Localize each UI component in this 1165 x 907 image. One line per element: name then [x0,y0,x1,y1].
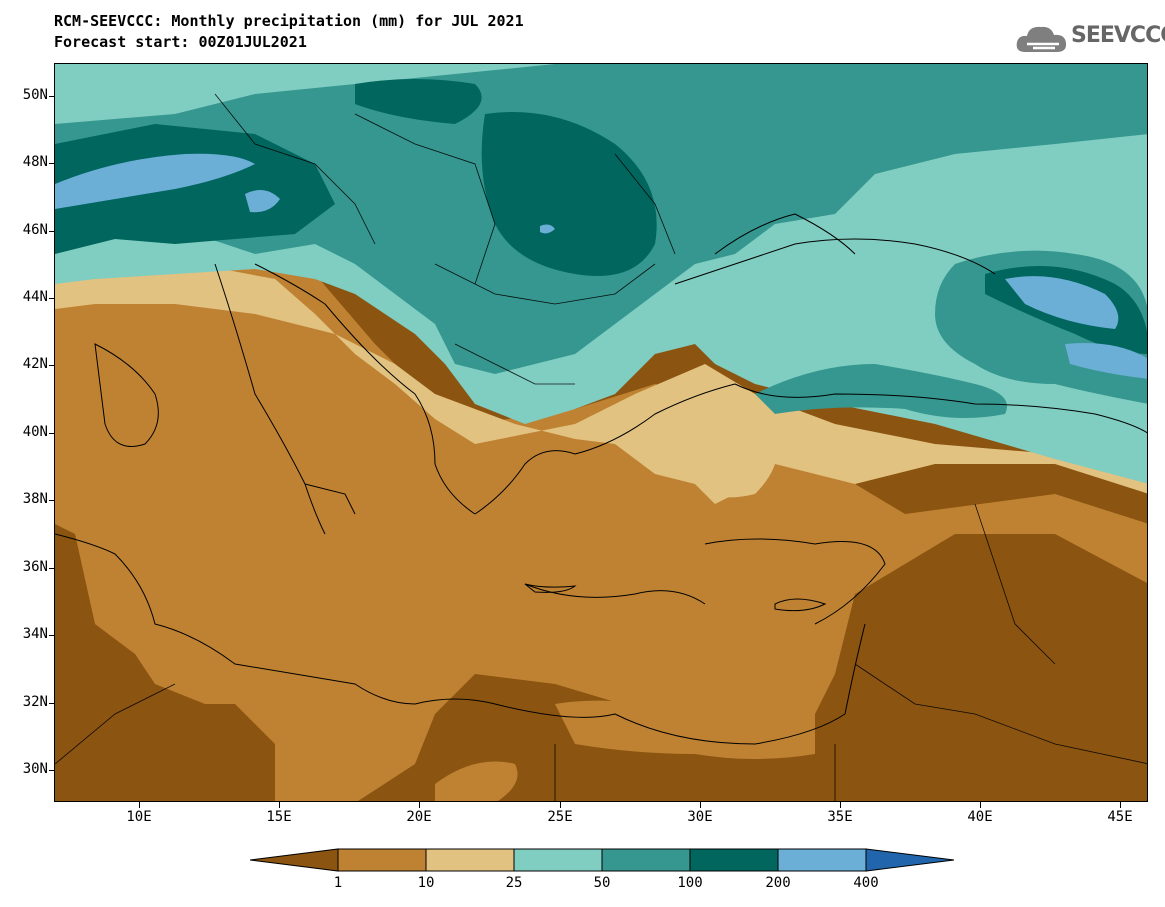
lat-tick-mark [49,365,55,366]
lon-tick-mark [980,802,981,808]
lon-tick-label: 15E [266,809,292,825]
seevccc-logo: SEEVCCC [1015,20,1165,60]
lat-tick-mark [49,163,55,164]
lat-tick-mark [49,500,55,501]
lon-tick-label: 45E [1107,809,1133,825]
lon-tick-label: 20E [406,809,432,825]
country-borders [55,93,1147,801]
colorbar-label: 200 [765,875,791,891]
precip-region-200-400-alps [55,153,255,209]
lat-tick-mark [49,770,55,771]
colorbar [250,848,955,872]
lat-tick-mark [49,298,55,299]
lon-tick-mark [279,802,280,808]
precip-region-50-100-blacksea-south [755,364,1007,418]
lon-tick-label: 10E [126,809,152,825]
lat-tick-label: 36N [22,559,48,575]
colorbar-label: 10 [417,875,435,891]
lat-tick-label: 32N [22,694,48,710]
precip-region-1-10-libya [435,761,518,801]
colorbar-label: 1 [333,875,343,891]
precip-region-1-10-tunisia [95,534,155,624]
lat-tick-mark [49,703,55,704]
precip-region-200-400-carpathians [540,224,555,234]
lat-tick-label: 30N [22,761,48,777]
precip-region-100-200-carpathians [481,112,657,276]
lat-tick-label: 48N [22,154,48,170]
precip-region-200-400-spot [245,190,280,213]
colorbar-segment [513,848,603,872]
lat-tick-label: 40N [22,424,48,440]
lon-tick-label: 25E [547,809,573,825]
coastlines [55,213,1147,745]
colorbar-segment [689,848,779,872]
lat-tick-mark [49,568,55,569]
lat-tick-label: 34N [22,626,48,642]
colorbar-label: 25 [505,875,523,891]
lon-tick-mark [1120,802,1121,808]
precip-region-200-400-caucasus [1005,276,1119,329]
logo-text: SEEVCCC [1071,23,1165,48]
lat-tick-label: 42N [22,356,48,372]
colorbar-segment [865,848,955,872]
lat-tick-label: 44N [22,289,48,305]
cloud-icon [1016,26,1067,52]
colorbar-segment [425,848,515,872]
lon-tick-mark [700,802,701,808]
map-canvas [55,64,1147,801]
colorbar-segment [777,848,867,872]
precip-region-10-25-anatolia [685,430,778,498]
lat-tick-label: 50N [22,87,48,103]
lon-tick-mark [840,802,841,808]
lat-tick-label: 38N [22,491,48,507]
lon-tick-mark [419,802,420,808]
lat-tick-mark [49,231,55,232]
precipitation-map [54,63,1148,802]
colorbar-segment [250,848,339,872]
colorbar-segment [337,848,427,872]
map-title: RCM-SEEVCCC: Monthly precipitation (mm) … [54,12,524,30]
lat-tick-mark [49,433,55,434]
lat-tick-mark [49,635,55,636]
precip-region-100-200-alps [55,124,335,254]
lon-tick-label: 30E [687,809,713,825]
colorbar-segment [601,848,691,872]
lat-tick-label: 46N [22,222,48,238]
precip-region-1-10 [55,254,1147,801]
precip-region-200-400-georgia [1065,343,1147,379]
lon-tick-mark [560,802,561,808]
lon-tick-label: 40E [967,809,993,825]
lat-tick-mark [49,96,55,97]
colorbar-label: 400 [853,875,879,891]
colorbar-label: 100 [677,875,703,891]
lon-tick-mark [139,802,140,808]
lon-tick-label: 35E [827,809,853,825]
precip-region-100-200-north [355,79,482,124]
forecast-start-label: Forecast start: 00Z01JUL2021 [54,33,307,51]
colorbar-label: 50 [593,875,611,891]
precip-region-10-25 [55,264,1147,504]
